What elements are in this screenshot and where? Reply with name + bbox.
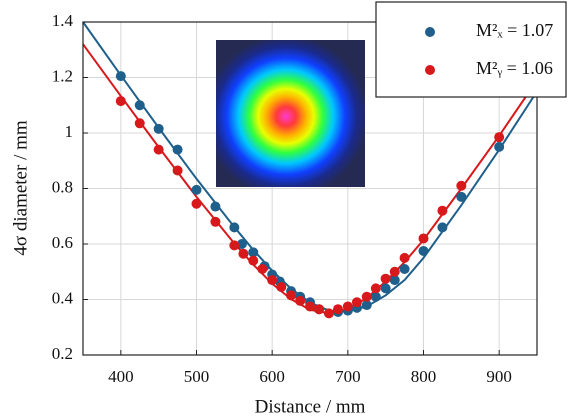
data-point (332, 304, 343, 315)
data-point (229, 240, 240, 251)
data-point (134, 100, 145, 111)
data-point (437, 205, 448, 216)
data-point (172, 165, 183, 176)
data-point (191, 184, 202, 195)
data-point (389, 275, 400, 286)
data-point (210, 201, 221, 212)
legend (375, 1, 567, 98)
data-point (236, 239, 247, 249)
data-point (115, 96, 126, 107)
data-point (267, 275, 278, 286)
data-point (351, 297, 362, 308)
data-point (361, 291, 372, 302)
x-axis-label: Distance / mm (255, 396, 366, 417)
data-point (305, 301, 315, 312)
data-point (456, 191, 467, 202)
legend-label: M²ᵧ = 1.06 (476, 58, 553, 79)
data-point (399, 252, 410, 263)
data-point (418, 233, 429, 244)
data-point (172, 144, 183, 155)
data-point (286, 290, 297, 301)
y-tick-label: 0.2 (52, 344, 73, 363)
beam-profile-inset (216, 40, 365, 187)
data-point (380, 273, 391, 284)
y-tick-label: 0.6 (52, 233, 73, 252)
y-tick-label: 0.4 (52, 288, 74, 307)
legend-marker (425, 65, 435, 75)
data-point (399, 263, 410, 274)
data-point (370, 291, 381, 302)
data-point (210, 216, 221, 227)
data-point (342, 301, 353, 312)
data-point (380, 283, 391, 294)
data-point (134, 118, 145, 129)
data-point (370, 283, 381, 294)
data-point (494, 132, 505, 143)
data-point (248, 247, 259, 258)
y-tick-label: 1 (65, 122, 74, 141)
data-point (494, 141, 505, 152)
data-point (229, 222, 240, 233)
x-tick-label: 600 (259, 367, 285, 386)
x-tick-label: 800 (411, 367, 437, 386)
data-point (248, 255, 259, 266)
data-point (191, 198, 202, 209)
y-axis-label: 4σ diameter / mm (10, 120, 31, 256)
data-point (115, 71, 126, 82)
data-point (238, 248, 249, 259)
data-point (153, 144, 164, 155)
data-point (389, 266, 400, 277)
y-tick-label: 1.2 (52, 66, 73, 85)
x-tick-label: 400 (108, 367, 134, 386)
data-point (437, 222, 448, 233)
legend-marker (425, 27, 435, 37)
data-point (323, 308, 334, 319)
data-point (314, 304, 325, 315)
data-point (295, 295, 306, 306)
data-point (456, 180, 467, 191)
data-point (361, 300, 372, 311)
data-point (276, 282, 287, 293)
data-point (418, 245, 429, 256)
y-tick-label: 0.8 (52, 177, 73, 196)
y-tick-label: 1.4 (52, 11, 74, 30)
x-tick-label: 500 (184, 367, 210, 386)
legend-label: M²ₓ = 1.07 (476, 20, 553, 40)
x-tick-label: 700 (335, 367, 361, 386)
data-point (257, 263, 268, 274)
x-tick-label: 900 (486, 367, 512, 386)
data-point (153, 123, 164, 134)
